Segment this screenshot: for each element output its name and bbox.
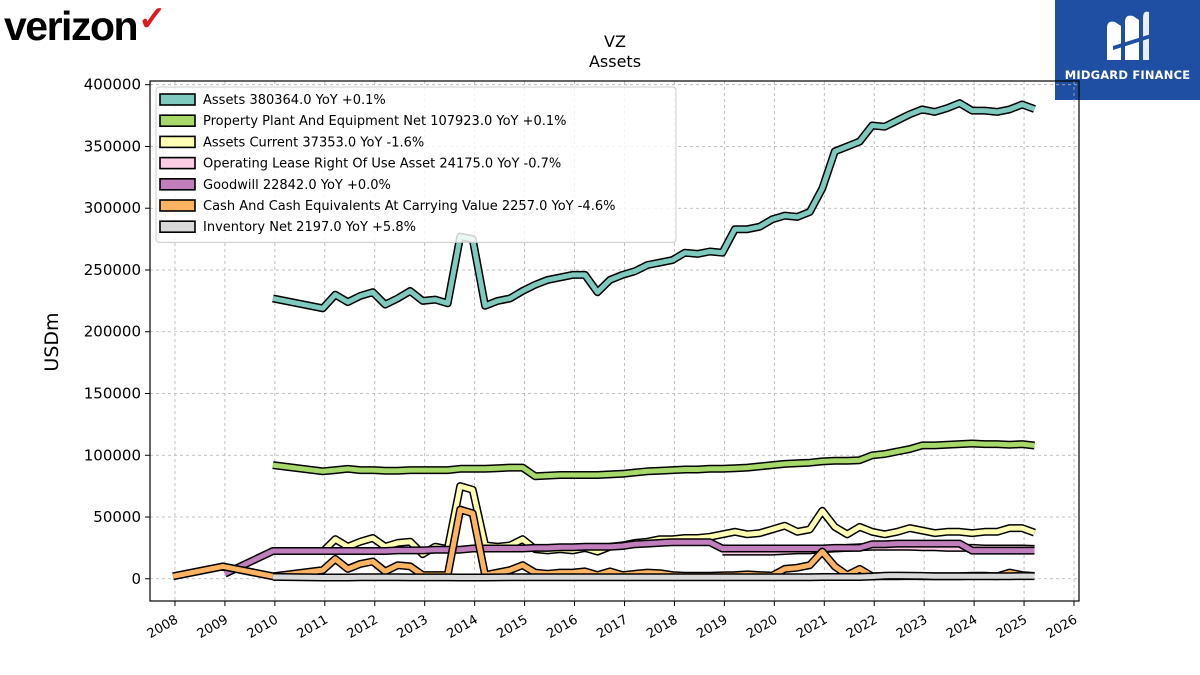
x-tick-label: 2008 xyxy=(145,612,181,642)
legend-swatch xyxy=(159,199,196,212)
legend-swatch xyxy=(159,135,196,149)
legend-swatch xyxy=(159,93,196,106)
legend-swatch xyxy=(159,220,196,233)
y-tick-label: 150000 xyxy=(84,384,141,402)
legend-swatch xyxy=(159,156,196,170)
series-line xyxy=(272,573,1035,580)
x-tick-label: 2020 xyxy=(744,612,780,642)
legend-entry: Operating Lease Right Of Use Asset 24175… xyxy=(203,157,561,172)
x-tick-label: 2026 xyxy=(1044,612,1080,642)
x-tick-label: 2021 xyxy=(794,612,830,642)
y-tick-label: 0 xyxy=(131,570,141,588)
x-axis-ticks: 2008 2009 2010 2011 2012 2013 2014 2015 2016 2017… xyxy=(145,601,1080,642)
legend: Assets 380364.0 YoY +0.1% Property Plant … xyxy=(155,86,677,243)
y-tick-label: 300000 xyxy=(84,199,141,217)
y-tick-label: 100000 xyxy=(84,446,141,464)
x-tick-label: 2018 xyxy=(644,612,680,642)
verizon-wordmark: verizon xyxy=(4,3,139,49)
legend-entry: Goodwill 22842.0 YoY +0.0% xyxy=(203,178,391,193)
chart-subtitle: Assets xyxy=(589,52,641,71)
legend-entry: Cash And Cash Equivalents At Carrying Va… xyxy=(203,199,615,214)
x-tick-label: 2023 xyxy=(894,612,930,642)
legend-entry: Assets Current 37353.0 YoY -1.6% xyxy=(203,135,424,150)
series-line xyxy=(272,100,1036,311)
x-tick-label: 2022 xyxy=(844,612,880,642)
legend-entry: Assets 380364.0 YoY +0.1% xyxy=(203,93,386,108)
series-6 xyxy=(272,571,1035,582)
series-line xyxy=(272,441,1035,479)
x-tick-label: 2013 xyxy=(395,612,431,642)
y-tick-label: 250000 xyxy=(84,261,141,279)
legend-swatch xyxy=(159,178,196,191)
x-tick-label: 2015 xyxy=(494,612,530,642)
x-tick-label: 2025 xyxy=(994,612,1030,642)
x-tick-label: 2017 xyxy=(594,612,630,642)
series-layer xyxy=(172,99,1036,582)
x-tick-label: 2014 xyxy=(444,612,480,642)
midgard-finance-logo: MIDGARD FINANCE xyxy=(1055,0,1200,100)
y-tick-label: 200000 xyxy=(84,323,141,341)
legend-entry: Inventory Net 2197.0 YoY +5.8% xyxy=(203,220,416,235)
series-0 xyxy=(272,99,1036,313)
verizon-logo: verizon✓ xyxy=(4,0,167,53)
series-1 xyxy=(272,439,1035,481)
x-tick-label: 2012 xyxy=(345,612,381,642)
y-tick-label: 50000 xyxy=(93,508,141,526)
y-axis-label: USDm xyxy=(41,312,63,371)
x-tick-label: 2009 xyxy=(195,612,231,642)
plot-frame xyxy=(149,80,1080,602)
x-tick-label: 2010 xyxy=(245,612,281,642)
midgard-monogram-icon xyxy=(1107,11,1151,61)
series-4 xyxy=(223,538,1035,578)
midgard-brand-text: MIDGARD FINANCE xyxy=(1064,68,1191,82)
x-tick-label: 2019 xyxy=(694,612,730,642)
y-tick-label: 350000 xyxy=(84,137,141,155)
x-tick-label: 2016 xyxy=(544,612,580,642)
series-line xyxy=(223,539,1035,577)
y-tick-label: 400000 xyxy=(84,76,141,94)
legend-swatch xyxy=(159,114,196,127)
y-axis-ticks: 0 50000 100000 150000 200000 250000 300000 3500… xyxy=(84,76,150,588)
legend-box xyxy=(155,86,677,243)
checkmark-icon: ✓ xyxy=(138,0,167,38)
legend-entry: Property Plant And Equipment Net 107923.… xyxy=(203,114,567,129)
x-tick-label: 2011 xyxy=(295,612,331,642)
chart-title: VZ xyxy=(604,32,626,51)
x-tick-label: 2024 xyxy=(944,612,980,642)
